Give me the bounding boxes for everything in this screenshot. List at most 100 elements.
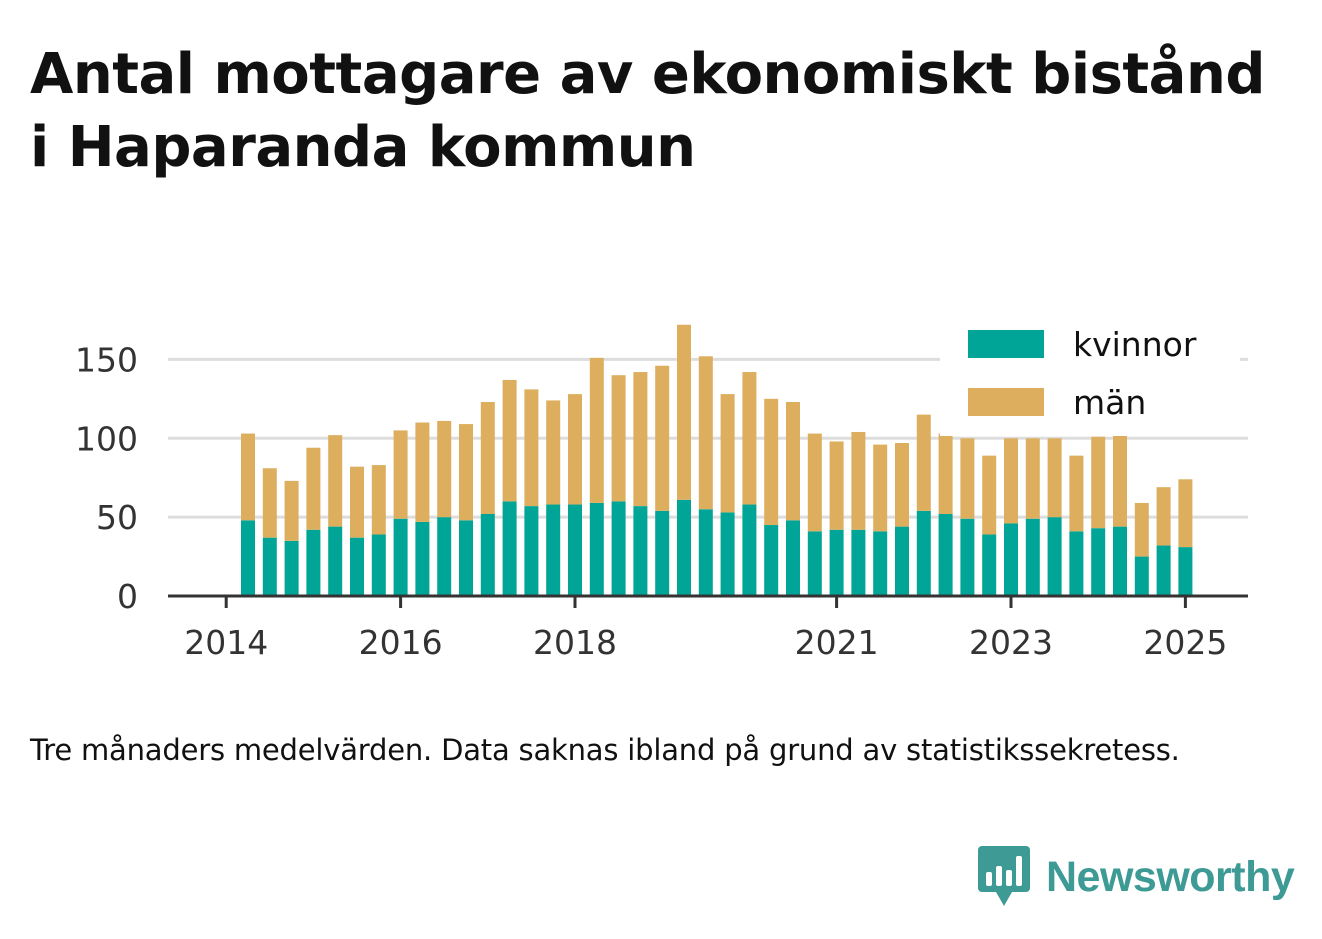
- bar-man: [1091, 436, 1106, 529]
- bar-kvinnor: [1113, 526, 1127, 596]
- bar-man: [1004, 438, 1018, 524]
- bar-kvinnor: [611, 501, 626, 596]
- bar-kvinnor: [698, 509, 713, 596]
- bar-kvinnor: [284, 540, 299, 596]
- legend-swatch: [968, 330, 1044, 358]
- bar-man: [938, 433, 953, 514]
- bar-kvinnor: [1004, 523, 1018, 596]
- bar-man: [851, 431, 866, 530]
- bar-kvinnor: [655, 510, 670, 596]
- bar-man: [1047, 438, 1062, 518]
- bar-kvinnor: [1025, 518, 1040, 596]
- bar-man: [829, 441, 844, 530]
- bar-kvinnor: [306, 529, 321, 596]
- bar-man: [415, 422, 430, 522]
- bar-kvinnor: [589, 502, 604, 596]
- bar-kvinnor: [546, 504, 561, 596]
- bar-kvinnor: [415, 521, 430, 596]
- bar-kvinnor: [829, 529, 844, 596]
- bar-man: [589, 357, 604, 503]
- legend-label: män: [1073, 383, 1146, 422]
- bar-man: [241, 433, 255, 521]
- bar-kvinnor: [502, 501, 517, 596]
- legend-label: kvinnor: [1073, 325, 1197, 364]
- x-tick-label: 2025: [1143, 623, 1227, 662]
- legend: kvinnor män: [940, 318, 1240, 436]
- y-tick-label: 100: [75, 419, 138, 458]
- bar-kvinnor: [677, 499, 691, 596]
- bar-man: [786, 402, 800, 521]
- bar-man: [764, 398, 779, 526]
- bar-man: [720, 394, 735, 513]
- bar-man: [742, 372, 757, 505]
- bar-man: [262, 468, 277, 538]
- bar-man: [1025, 438, 1040, 519]
- bar-kvinnor: [241, 520, 255, 596]
- bar-man: [982, 455, 997, 535]
- bar-kvinnor: [873, 531, 888, 596]
- bar-man: [677, 324, 691, 500]
- legend-swatch: [968, 388, 1044, 416]
- bar-man: [1156, 487, 1171, 546]
- bar-kvinnor: [393, 518, 408, 596]
- x-tick-label: 2018: [533, 623, 617, 662]
- bar-kvinnor: [982, 534, 997, 596]
- bar-man: [459, 424, 473, 521]
- bar-man: [916, 414, 931, 511]
- bar-kvinnor: [1156, 545, 1171, 596]
- bar-kvinnor: [1069, 531, 1084, 596]
- bar-man: [328, 435, 343, 527]
- bar-kvinnor: [742, 504, 757, 596]
- footnote: Tre månaders medelvärden. Data saknas ib…: [30, 733, 1180, 767]
- bar-kvinnor: [633, 506, 648, 596]
- newsworthy-logo-icon: [978, 846, 1030, 906]
- bar-man: [371, 465, 386, 535]
- x-tick-label: 2021: [795, 623, 879, 662]
- bar-man: [1134, 502, 1149, 557]
- bar-kvinnor: [960, 518, 975, 596]
- bar-kvinnor: [568, 504, 582, 596]
- bar-kvinnor: [459, 520, 473, 596]
- bar-kvinnor: [350, 537, 364, 596]
- bar-kvinnor: [916, 510, 931, 596]
- bar-man: [502, 379, 517, 502]
- bar-kvinnor: [437, 517, 452, 596]
- bar-man: [524, 389, 539, 507]
- x-tick-label: 2016: [359, 623, 443, 662]
- bar-man: [1178, 479, 1193, 548]
- brand-name: Newsworthy: [1046, 852, 1295, 901]
- bar-man: [960, 438, 975, 519]
- y-tick-label: 50: [96, 498, 138, 537]
- bar-man: [350, 466, 364, 538]
- bar-man: [611, 375, 626, 502]
- axes: 2014 2016 2018 2021 2023 2025: [168, 594, 1248, 662]
- stacked-bar-chart: 0 50 100 150 2014 2016 2018 2021 2023 2025 kvinn…: [75, 318, 1248, 662]
- bar-kvinnor: [524, 506, 539, 596]
- x-tick-label: 2014: [184, 623, 268, 662]
- brand: Newsworthy: [978, 846, 1295, 908]
- bar-kvinnor: [262, 537, 277, 596]
- bar-man: [306, 447, 321, 530]
- bar-kvinnor: [895, 526, 909, 596]
- x-tick-label: 2023: [969, 623, 1053, 662]
- bar-kvinnor: [786, 520, 800, 596]
- bar-man: [1069, 455, 1084, 532]
- bar-kvinnor: [371, 534, 386, 596]
- bar-man: [393, 430, 408, 519]
- bar-kvinnor: [1091, 528, 1106, 596]
- bar-kvinnor: [1047, 517, 1062, 596]
- bar-man: [546, 400, 561, 505]
- bar-kvinnor: [328, 526, 343, 596]
- bar-kvinnor: [764, 525, 779, 596]
- bar-man: [655, 365, 670, 511]
- bar-kvinnor: [1134, 556, 1149, 596]
- y-tick-label: 150: [75, 340, 138, 379]
- y-tick-label: 0: [117, 577, 138, 616]
- bar-man: [568, 394, 582, 505]
- bar-man: [807, 433, 822, 532]
- bar-man: [1113, 430, 1127, 527]
- bar-man: [895, 443, 909, 527]
- bar-kvinnor: [807, 531, 822, 596]
- bar-kvinnor: [851, 529, 866, 596]
- bar-man: [698, 356, 713, 510]
